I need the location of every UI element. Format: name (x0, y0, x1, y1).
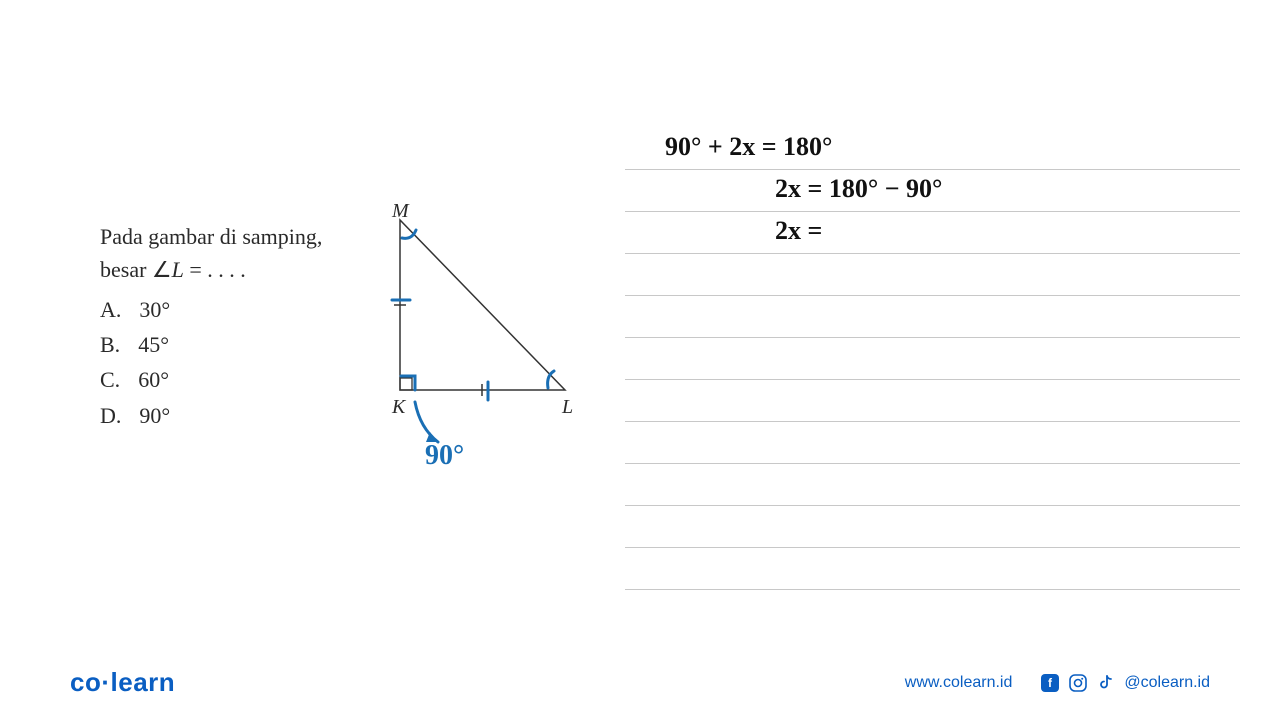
work-line-2: 2x = 180° − 90° (775, 174, 942, 204)
notebook-line-10 (625, 506, 1240, 548)
work-line-1: 90° + 2x = 180° (665, 132, 832, 162)
triangle-svg (370, 210, 580, 470)
vertex-k-label: K (392, 396, 405, 419)
triangle-diagram: M K L 90° (370, 210, 580, 470)
logo-right: learn (111, 667, 176, 697)
footer-handle: @colearn.id (1124, 674, 1210, 692)
arrow-to-90 (415, 402, 438, 442)
work-line-3: 2x = (775, 216, 822, 246)
tiktok-icon (1096, 673, 1116, 693)
notebook-line-5 (625, 296, 1240, 338)
instagram-icon (1068, 673, 1088, 693)
facebook-icon: f (1040, 673, 1060, 693)
angle-arc-m (402, 230, 416, 238)
question-var: L (172, 257, 184, 282)
notebook-area: 90° + 2x = 180° 2x = 180° − 90° 2x = (625, 128, 1240, 590)
question-line2-prefix: besar ∠ (100, 257, 172, 282)
notebook-line-1: 90° + 2x = 180° (625, 128, 1240, 170)
notebook-line-7 (625, 380, 1240, 422)
vertex-l-label: L (562, 396, 573, 419)
question-line2-suffix: = . . . . (184, 257, 246, 282)
logo-left: co (70, 667, 101, 697)
social-icons: f @colearn.id (1040, 673, 1210, 693)
notebook-line-11 (625, 548, 1240, 590)
right-angle-marker (400, 378, 412, 390)
logo-dot: · (101, 667, 110, 697)
notebook-line-9 (625, 464, 1240, 506)
notebook-line-8 (625, 422, 1240, 464)
notebook-line-3: 2x = (625, 212, 1240, 254)
footer-url: www.colearn.id (905, 674, 1013, 692)
notebook-line-4 (625, 254, 1240, 296)
footer: co·learn www.colearn.id f @colearn.id (0, 667, 1280, 698)
logo: co·learn (70, 667, 175, 698)
annotation-90: 90° (425, 440, 464, 472)
notebook-line-2: 2x = 180° − 90° (625, 170, 1240, 212)
vertex-m-label: M (392, 200, 409, 223)
question-line1: Pada gambar di samping, (100, 224, 322, 249)
footer-right: www.colearn.id f @colearn.id (905, 673, 1210, 693)
triangle-shape (400, 220, 565, 390)
notebook-line-6 (625, 338, 1240, 380)
